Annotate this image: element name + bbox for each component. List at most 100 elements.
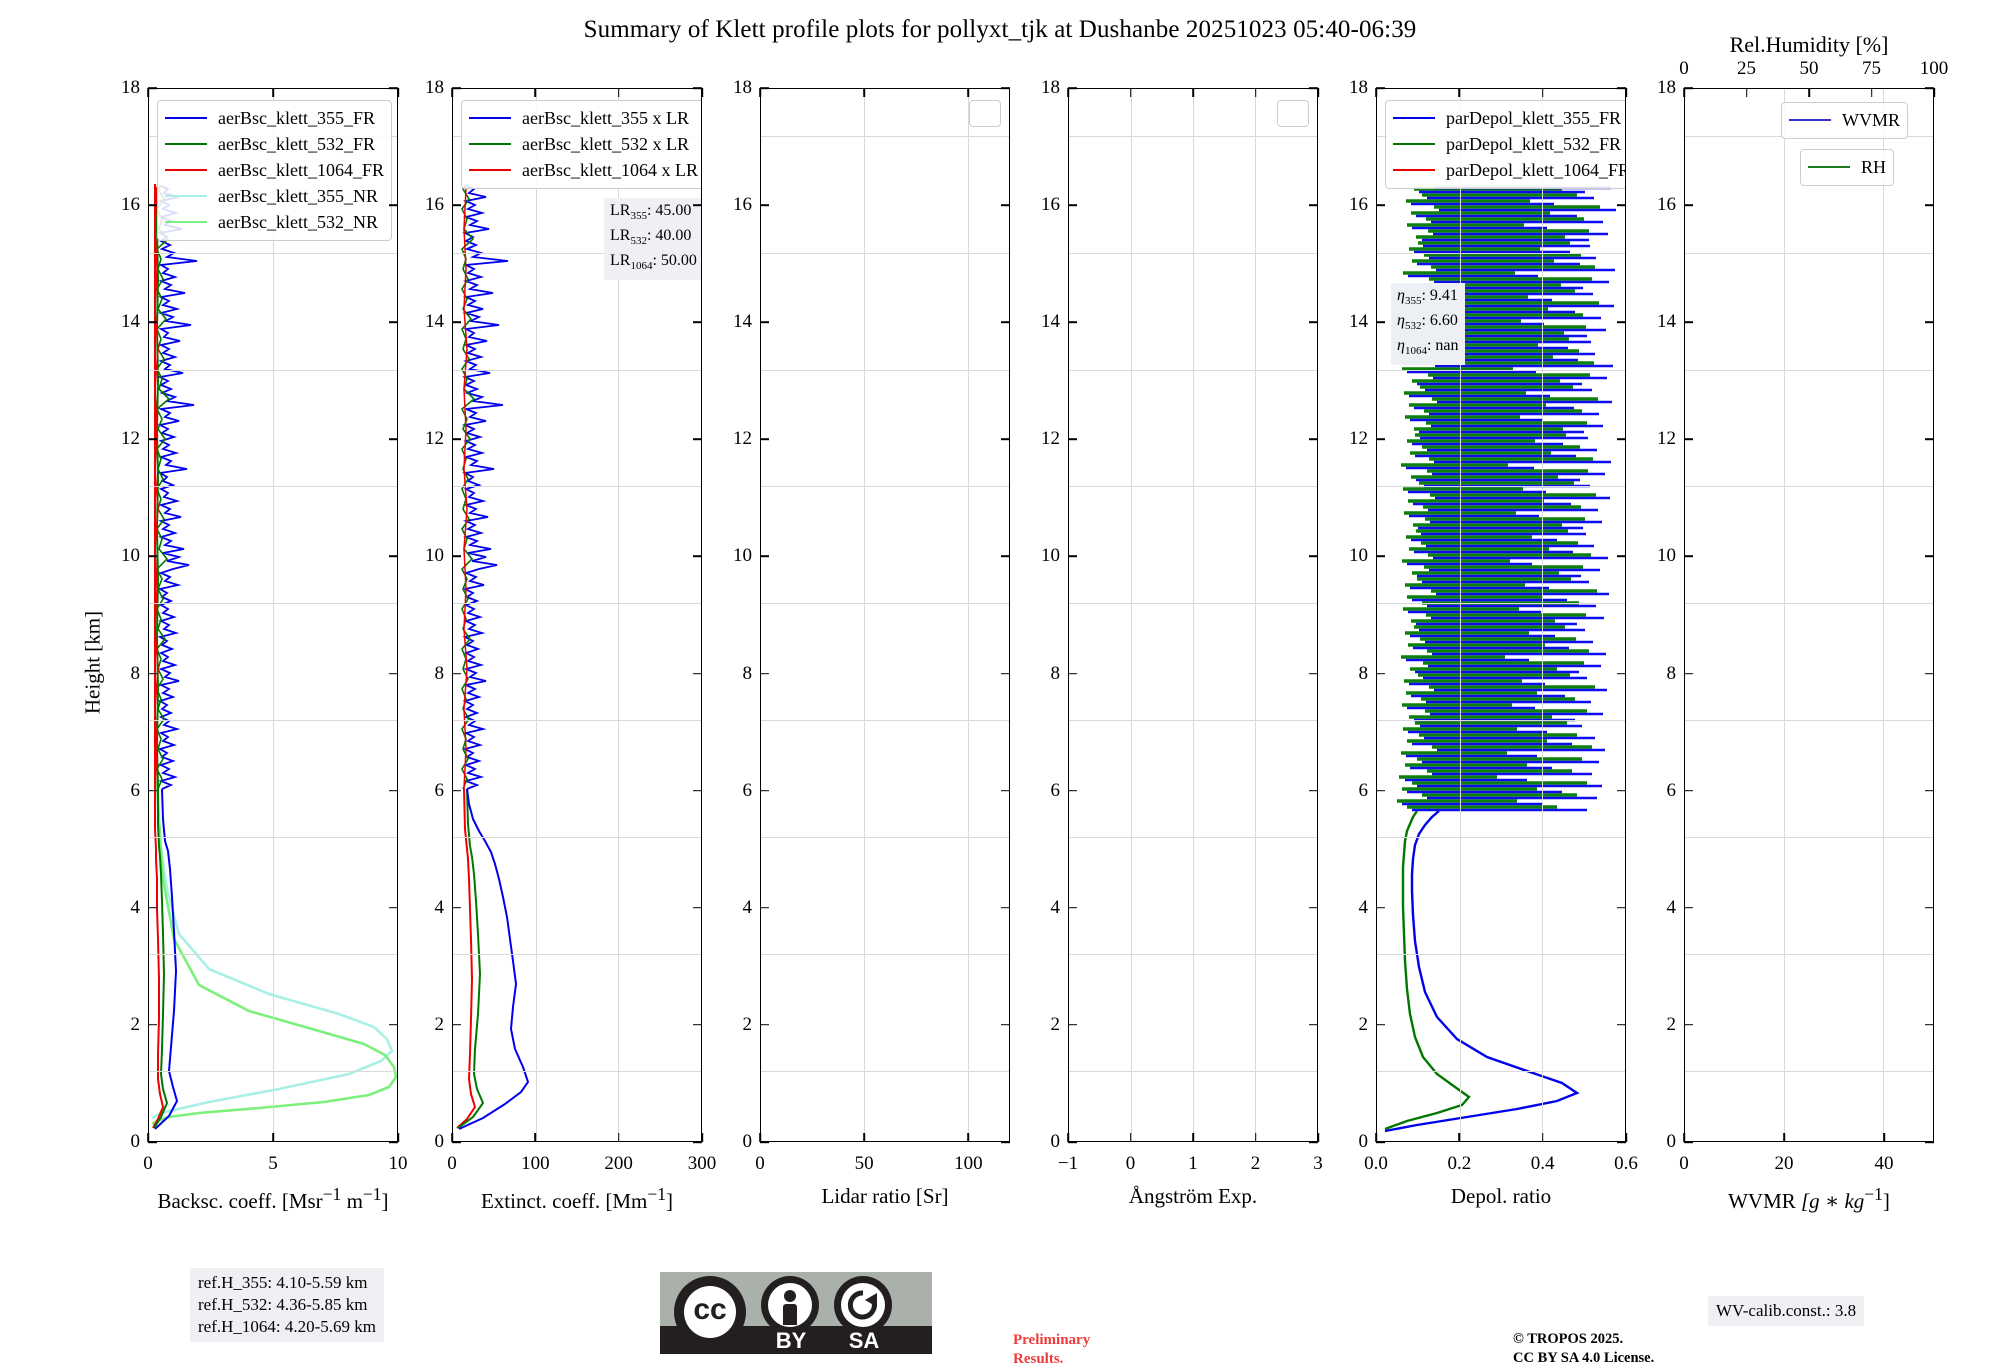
panel-extinction: aerBsc_klett_355 x LR aerBsc_klett_532 x…	[425, 77, 717, 1213]
eta-532-row: η532: 6.60	[1397, 312, 1458, 333]
legend-label: aerBsc_klett_532_FR	[218, 134, 375, 154]
lr-532-row: LR532: 40.00	[610, 227, 692, 248]
legend-lidar-ratio-empty	[969, 100, 1001, 127]
copyright-line-1: © TROPOS 2025.	[1513, 1331, 1624, 1347]
page-title: Summary of Klett profile plots for polly…	[583, 16, 1417, 43]
lidar-ratio-values-box: LR355: 45.00 LR532: 40.00 LR1064: 50.00	[604, 198, 701, 280]
legend-label: aerBsc_klett_355 x LR	[522, 108, 689, 128]
legend-item: aerBsc_klett_1064_FR	[165, 157, 384, 183]
copyright-note: © TROPOS 2025. CC BY SA 4.0 License.	[1513, 1330, 1654, 1368]
legend-angstrom-empty	[1277, 100, 1309, 127]
eta-1064-symbol: η	[1397, 337, 1405, 355]
lr-532-subscript: 532	[630, 235, 647, 248]
legend-item: RH	[1808, 154, 1886, 180]
eta-532-symbol: η	[1397, 312, 1405, 330]
reference-heights-box: ref.H_355: 4.10-5.59 km ref.H_532: 4.36-…	[190, 1268, 385, 1342]
lr-532-symbol: LR	[610, 227, 631, 245]
legend-label: aerBsc_klett_355_NR	[218, 186, 378, 206]
plot-area-backscatter: aerBsc_klett_355_FR aerBsc_klett_532_FR …	[148, 88, 398, 1142]
plot-area-depol-ratio: parDepol_klett_355_FR parDepol_klett_532…	[1376, 88, 1626, 1142]
plot-area-extinction: aerBsc_klett_355 x LR aerBsc_klett_532 x…	[452, 88, 702, 1142]
legend-label: WVMR	[1842, 110, 1900, 130]
eta-355-symbol: η	[1397, 287, 1405, 304]
panel-depol-ratio: parDepol_klett_355_FR parDepol_klett_532…	[1349, 77, 1638, 1208]
lr-1064-value: 50.00	[660, 252, 697, 270]
legend-label: parDepol_klett_1064_FR	[1446, 160, 1626, 180]
plot-area-angstrom	[1068, 88, 1318, 1142]
preliminary-results-note: Preliminary Results.	[1013, 1331, 1090, 1369]
eta-355-subscript: 355	[1404, 295, 1422, 308]
legend-swatch-532-nr	[165, 221, 207, 223]
eta-1064-subscript: 1064	[1404, 345, 1427, 358]
legend-swatch-532-fr	[165, 143, 207, 145]
sa-label: SA	[848, 1328, 880, 1353]
by-label: BY	[775, 1328, 807, 1353]
legend-wvmr: WVMR	[1781, 102, 1908, 139]
panel-backscatter: aerBsc_klett_355_FR aerBsc_klett_532_FR …	[121, 77, 408, 1213]
legend-rh: RH	[1800, 149, 1895, 186]
lr-1064-symbol: LR	[610, 252, 631, 270]
legend-backscatter: aerBsc_klett_355_FR aerBsc_klett_532_FR …	[157, 100, 392, 241]
legend-swatch-wvmr	[1789, 119, 1831, 121]
legend-item: aerBsc_klett_355_FR	[165, 105, 384, 131]
legend-label: aerBsc_klett_1064 x LR	[522, 160, 698, 180]
eta-532-value: 6.60	[1429, 312, 1458, 330]
eta-values-box: η355: 9.41 η532: 6.60 η1064: nan	[1391, 283, 1465, 365]
legend-item: aerBsc_klett_532 x LR	[469, 131, 698, 157]
extinction-traces	[456, 185, 530, 1130]
lr-355-symbol: LR	[610, 202, 631, 219]
ref-height-355: ref.H_355: 4.10-5.59 km	[198, 1273, 368, 1292]
eta-1064-row: η1064: nan	[1397, 337, 1459, 358]
legend-item: parDepol_klett_355_FR	[1393, 105, 1625, 131]
eta-532-subscript: 532	[1404, 320, 1422, 333]
legend-item: parDepol_klett_1064_FR	[1393, 157, 1626, 183]
lr-1064-row: LR1064: 50.00	[610, 252, 697, 273]
cc-letters: cc	[693, 1293, 727, 1326]
plot-area-wvmr: WVMR RH	[1684, 88, 1934, 1142]
top-axis-label-humidity: Rel.Humidity [%]	[1729, 32, 1889, 57]
x-axis-label-angstrom: Ångström Exp.	[1128, 1184, 1258, 1208]
legend-swatch-355-fr	[165, 117, 207, 119]
plot-area-lidar-ratio	[760, 88, 1010, 1142]
legend-label: parDepol_klett_532_FR	[1446, 134, 1621, 154]
legend-depol-ratio: parDepol_klett_355_FR parDepol_klett_532…	[1385, 100, 1626, 189]
lr-1064-subscript: 1064	[630, 260, 653, 273]
legend-swatch-depol-532	[1393, 143, 1435, 145]
legend-extinction: aerBsc_klett_355 x LR aerBsc_klett_532 x…	[461, 100, 701, 189]
lr-355-row: LR355: 45.00	[610, 202, 692, 223]
x-axis-label-backscatter: Backsc. coeff. [Msr−1 m−1]	[157, 1184, 389, 1213]
legend-label: aerBsc_klett_1064_FR	[218, 160, 384, 180]
eta-355-value: 9.41	[1429, 287, 1458, 304]
legend-item: aerBsc_klett_532_NR	[165, 209, 384, 235]
depol-traces	[1384, 186, 1616, 1133]
legend-swatch-355-nr	[165, 195, 207, 197]
person-body-icon	[783, 1304, 797, 1325]
legend-swatch-355-lr	[469, 117, 511, 119]
legend-swatch-rh	[1808, 166, 1850, 168]
copyright-line-2: CC BY SA 4.0 License.	[1513, 1350, 1655, 1366]
legend-swatch-1064-fr	[165, 169, 207, 171]
legend-label: RH	[1861, 157, 1887, 177]
x-axis-label-depol-ratio: Depol. ratio	[1450, 1184, 1552, 1208]
legend-item: aerBsc_klett_355_NR	[165, 183, 384, 209]
wv-calib-value: WV-calib.const.: 3.8	[1716, 1301, 1857, 1320]
ref-height-1064: ref.H_1064: 4.20-5.69 km	[198, 1317, 377, 1336]
y-axis-label: Height [km]	[80, 610, 105, 715]
x-axis-label-lidar-ratio: Lidar ratio [Sr]	[821, 1184, 949, 1208]
x-axis-label-extinction: Extinct. coeff. [Mm−1]	[480, 1184, 674, 1213]
panel-lidar-ratio: 0 2 4 6 8 10 12 14 16 18 0 50 100 Lidar …	[733, 77, 1010, 1208]
lr-532-value: 40.00	[655, 227, 692, 245]
lr-355-subscript: 355	[630, 210, 647, 223]
share-alike-icon	[847, 1290, 877, 1320]
preliminary-line-1: Preliminary	[1013, 1332, 1091, 1348]
cc-license-badge: cc BY SA	[660, 1272, 932, 1354]
legend-item: parDepol_klett_532_FR	[1393, 131, 1625, 157]
legend-swatch-532-lr	[469, 143, 511, 145]
wv-calib-const-box: WV-calib.const.: 3.8	[1708, 1296, 1865, 1326]
legend-label: parDepol_klett_355_FR	[1446, 108, 1621, 128]
legend-label: aerBsc_klett_355_FR	[218, 108, 375, 128]
legend-swatch-depol-355	[1393, 117, 1435, 119]
x-axis-label-wvmr: WVMR [g ∗ kg−1]	[1728, 1184, 1890, 1213]
eta-1064-value: nan	[1435, 337, 1459, 355]
panel-angstrom: 0 2 4 6 8 10 12 14 16 18 −1 0 1 2 3 Ångs…	[1041, 77, 1323, 1208]
